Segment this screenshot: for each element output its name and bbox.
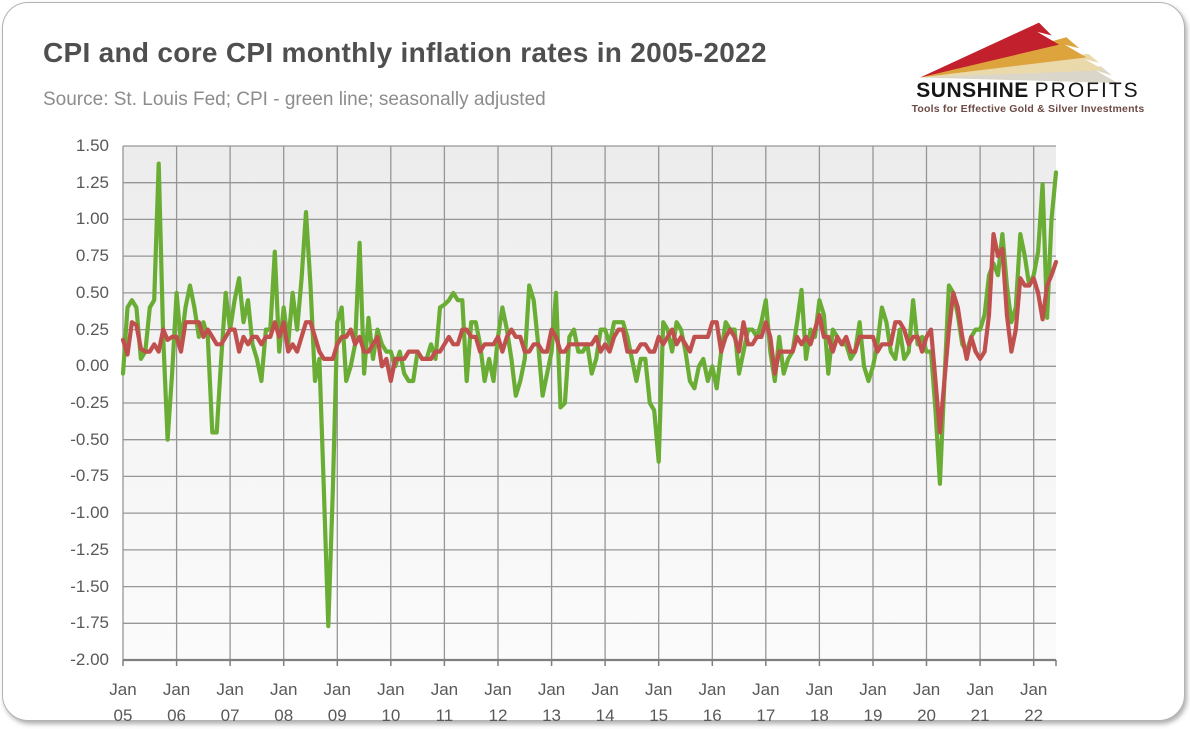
x-axis-tick-label: Jan 16 (698, 680, 726, 725)
y-axis-tick-label: -2.00 (70, 650, 109, 669)
chart-source-note: Source: St. Louis Fed; CPI - green line;… (43, 89, 546, 110)
x-axis-tick-label: Jan 11 (430, 680, 459, 725)
x-axis-tick-label: Jan 10 (377, 680, 405, 725)
x-axis-tick-label: Jan 07 (216, 680, 244, 725)
x-axis-tick-label: Jan 19 (859, 680, 887, 725)
x-axis-tick-label: Jan 18 (805, 680, 834, 725)
logo-brand-secondary: PROFITS (1034, 79, 1140, 102)
x-axis-tick-label: Jan 13 (537, 680, 566, 725)
x-axis-tick-label: Jan 05 (109, 680, 137, 725)
y-axis-tick-label: 0.75 (75, 246, 109, 266)
plot-area (120, 145, 1059, 666)
y-axis-tick-label: -0.50 (70, 429, 109, 449)
logo-tagline: Tools for Effective Gold & Silver Invest… (911, 103, 1145, 115)
y-axis-tick-label: -1.75 (70, 613, 109, 633)
x-axis-tick-label: Jan 14 (591, 680, 619, 725)
page-title: CPI and core CPI monthly inflation rates… (43, 37, 767, 68)
x-axis-tick-label: Jan 09 (323, 680, 351, 725)
x-axis-tick-label: Jan 17 (752, 680, 780, 725)
y-axis-tick-label: -1.00 (70, 503, 109, 523)
x-axis-tick-label: Jan 15 (644, 680, 673, 725)
logo-brand-primary: SUNSHINE (916, 79, 1029, 102)
x-axis-tick-label: Jan 12 (484, 680, 512, 725)
y-axis-tick-label: -1.50 (70, 576, 109, 596)
x-axis-tick-label: Jan 22 (1019, 680, 1048, 725)
y-axis-tick-label: 1.00 (75, 209, 109, 229)
y-axis-tick-label: 1.50 (75, 136, 109, 155)
y-axis-tick-label: -0.75 (70, 466, 109, 486)
y-axis-tick-label: 1.25 (75, 172, 109, 192)
x-axis-tick-label: Jan 21 (966, 680, 994, 725)
y-axis-tick-label: -1.25 (70, 539, 109, 559)
lightning-bolts-icon (920, 22, 1118, 83)
x-axis-tick-label: Jan 08 (269, 680, 298, 725)
y-axis-tick-label: 0.00 (75, 356, 109, 376)
x-axis-tick-label: Jan 06 (162, 680, 191, 725)
sunshine-profits-logo: SUNSHINE PROFITS Tools for Effective Gol… (888, 13, 1168, 123)
y-axis-tick-label: 0.50 (75, 282, 109, 302)
y-axis-tick-label: -0.25 (70, 393, 109, 412)
y-axis-tick-label: 0.25 (75, 319, 109, 339)
line-chart-svg (120, 145, 1059, 666)
logo-brand-text: SUNSHINE PROFITS (888, 79, 1168, 103)
x-axis-tick-label: Jan 20 (912, 680, 941, 725)
